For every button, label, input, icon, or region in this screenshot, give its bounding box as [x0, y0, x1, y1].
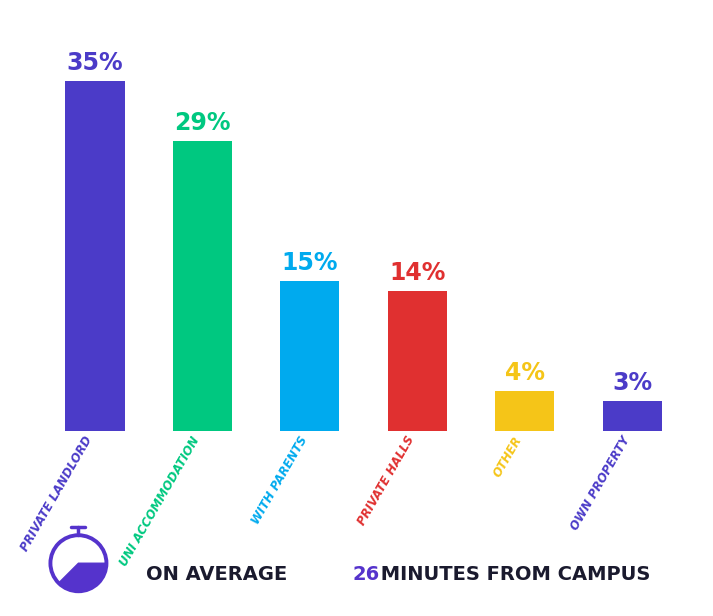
Bar [280, 281, 339, 431]
Text: ON AVERAGE: ON AVERAGE [146, 565, 294, 583]
Bar [388, 291, 447, 431]
Text: 29%: 29% [174, 111, 231, 135]
Text: 35%: 35% [67, 51, 123, 75]
Bar [66, 81, 125, 431]
Wedge shape [60, 563, 105, 590]
Bar [602, 401, 662, 431]
Text: 14%: 14% [389, 261, 446, 285]
Bar [173, 141, 232, 431]
Text: 15%: 15% [282, 251, 338, 275]
Bar [496, 391, 554, 431]
Text: 4%: 4% [505, 361, 545, 385]
Text: MINUTES FROM CAMPUS: MINUTES FROM CAMPUS [374, 565, 651, 583]
Text: 26: 26 [353, 565, 380, 583]
Text: 3%: 3% [612, 371, 652, 395]
